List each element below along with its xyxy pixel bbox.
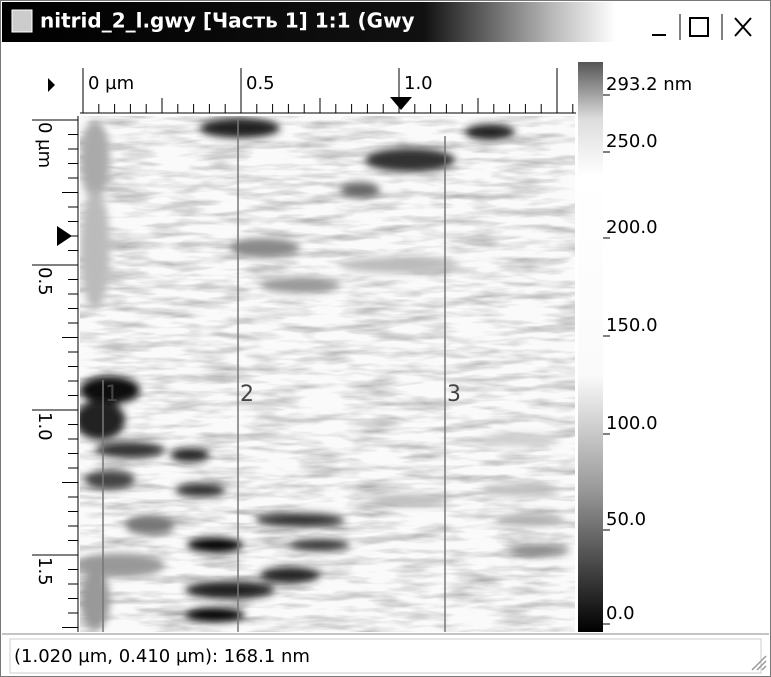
- height-feature: [200, 118, 280, 138]
- top-ruler: 0 µm 0.5 1.0: [80, 68, 576, 114]
- height-feature: [480, 434, 560, 446]
- left-ruler-label: 0 µm: [34, 122, 55, 168]
- height-feature: [175, 483, 225, 497]
- height-feature: [340, 182, 380, 198]
- color-scale-label: 0.0: [606, 603, 635, 624]
- app-icon[interactable]: [11, 9, 33, 33]
- height-feature: [510, 544, 570, 556]
- height-feature: [80, 376, 140, 404]
- status-bar: [9, 638, 762, 674]
- window-buttons: [652, 14, 752, 40]
- height-feature: [85, 470, 135, 490]
- height-feature: [465, 124, 515, 140]
- height-feature: [80, 190, 110, 310]
- height-feature: [80, 570, 110, 630]
- left-ruler: 0 µm 0.5 1.0 1.5: [32, 116, 79, 632]
- status-text: (1.020 µm, 0.410 µm): 168.1 nm: [14, 646, 310, 667]
- height-feature: [480, 484, 560, 496]
- profile-lines: 1 2 3: [102, 118, 461, 632]
- color-scale-label: 293.2 nm: [606, 74, 692, 95]
- height-feature: [260, 277, 340, 293]
- height-feature: [365, 148, 455, 172]
- profile-label: 3: [447, 382, 461, 407]
- height-feature: [255, 513, 345, 527]
- color-scale-label: 50.0: [606, 509, 646, 530]
- top-ruler-marker: [390, 97, 412, 110]
- profile-label: 2: [240, 382, 254, 407]
- color-scale-label: 100.0: [606, 413, 658, 434]
- height-feature: [290, 539, 350, 551]
- color-scale-label: 150.0: [606, 315, 658, 336]
- top-ruler-label: 0.5: [246, 73, 275, 94]
- profile-label: 1: [105, 382, 119, 407]
- color-scale-label: 250.0: [606, 131, 658, 152]
- window-title: nitrid_2_l.gwy [Часть 1] 1:1 (Gwy: [40, 9, 415, 33]
- height-feature: [185, 581, 275, 599]
- height-feature: [95, 442, 165, 458]
- left-ruler-label: 1.0: [34, 412, 55, 441]
- ruler-corner[interactable]: [48, 78, 55, 92]
- height-feature: [125, 515, 175, 535]
- left-ruler-label: 0.5: [34, 267, 55, 296]
- height-feature: [340, 257, 460, 273]
- height-feature: [185, 608, 245, 622]
- height-feature: [80, 553, 165, 577]
- color-scale-bar: [578, 62, 603, 632]
- height-feature: [187, 538, 243, 552]
- close-button[interactable]: [734, 17, 752, 37]
- height-feature: [230, 238, 300, 258]
- left-ruler-label: 1.5: [34, 557, 55, 586]
- top-ruler-label: 0 µm: [88, 73, 134, 94]
- height-map: [80, 116, 575, 632]
- height-feature: [170, 448, 210, 462]
- top-ruler-label: 1.0: [404, 73, 433, 94]
- height-feature: [80, 120, 110, 200]
- color-scale-labels: 293.2 nm 250.0 200.0 150.0 100.0 50.0 0.0: [603, 74, 692, 625]
- height-feature: [370, 494, 450, 506]
- title-bar: [2, 2, 769, 42]
- color-scale-label: 200.0: [606, 217, 658, 238]
- left-ruler-marker: [57, 226, 72, 246]
- maximize-button[interactable]: [689, 17, 709, 37]
- height-feature: [495, 514, 565, 526]
- resize-grip[interactable]: [751, 655, 767, 671]
- height-feature: [260, 567, 320, 583]
